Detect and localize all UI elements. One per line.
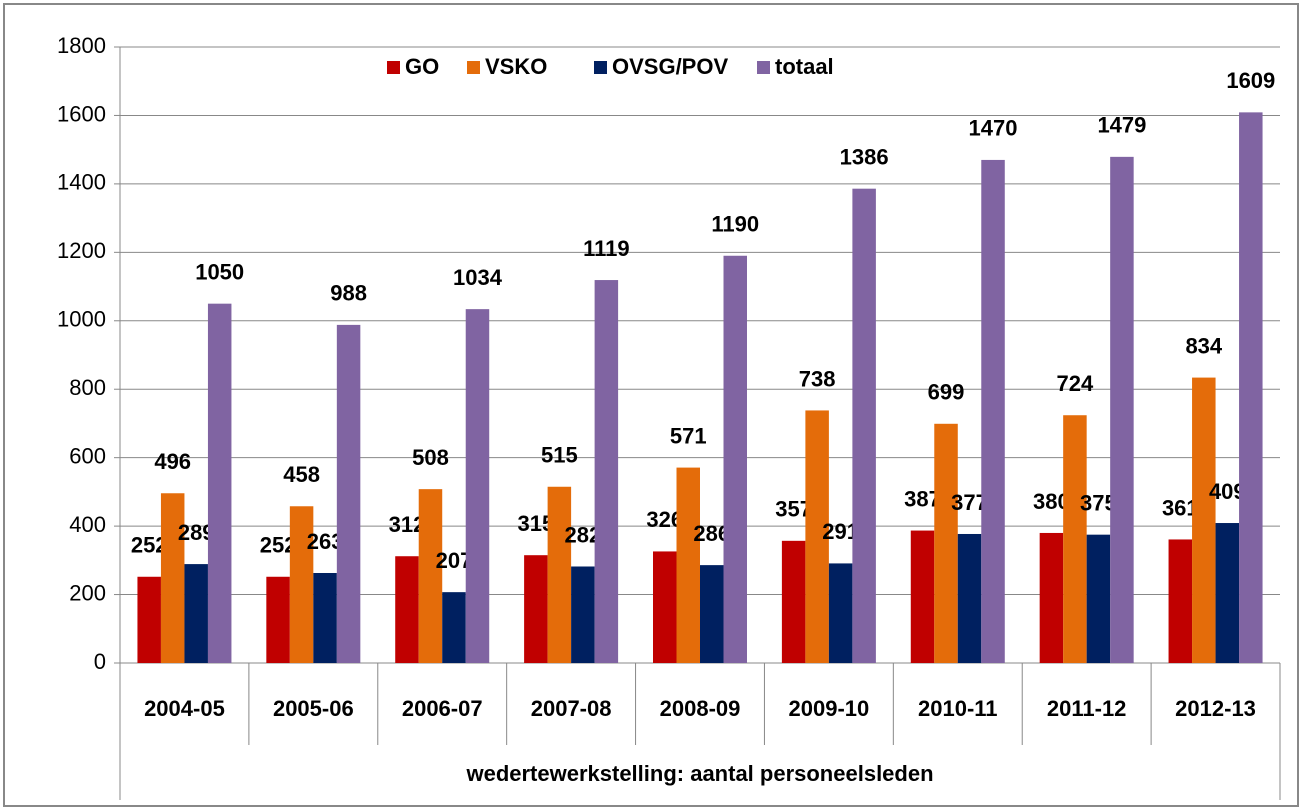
bar	[395, 556, 419, 663]
y-tick-label: 0	[94, 649, 106, 674]
bar	[957, 533, 982, 663]
bar	[1039, 532, 1064, 663]
y-tick-label: 200	[69, 580, 106, 605]
bar	[336, 324, 361, 663]
y-tick-label: 800	[69, 375, 106, 400]
x-tick-label: 2012-13	[1175, 696, 1256, 721]
data-label: 515	[541, 443, 578, 468]
x-tick-label: 2007-08	[531, 696, 612, 721]
y-tick-label: 1000	[57, 307, 106, 332]
legend-label: totaal	[775, 54, 834, 79]
bar	[910, 530, 935, 663]
y-tick-label: 600	[69, 443, 106, 468]
bar	[934, 423, 958, 663]
bar	[1168, 539, 1193, 663]
data-label: 834	[1185, 333, 1222, 358]
data-label: 738	[799, 366, 836, 391]
bar	[524, 555, 548, 663]
bar	[418, 489, 443, 663]
bar	[207, 303, 232, 663]
bar	[594, 280, 619, 663]
bar	[1215, 523, 1240, 663]
bar	[137, 576, 161, 663]
data-label: 988	[330, 281, 367, 306]
bar	[465, 309, 490, 663]
bar	[805, 410, 829, 663]
data-label: 508	[412, 445, 449, 470]
legend-swatch	[757, 61, 770, 74]
data-label: 1609	[1226, 68, 1275, 93]
bar	[1063, 415, 1087, 663]
data-label: 1479	[1097, 113, 1146, 138]
x-tick-label: 2004-05	[144, 696, 225, 721]
bar	[313, 572, 337, 663]
legend-background	[360, 50, 980, 88]
bar	[981, 159, 1005, 663]
data-label: 496	[154, 449, 191, 474]
data-label: 724	[1057, 371, 1094, 396]
bar	[547, 486, 572, 663]
legend-swatch	[387, 61, 400, 74]
data-label: 458	[283, 462, 320, 487]
bar	[781, 540, 806, 663]
x-tick-label: 2006-07	[402, 696, 483, 721]
x-axis-title: wedertewerkstelling: aantal personeelsle…	[465, 761, 933, 786]
y-tick-label: 1200	[57, 238, 106, 263]
bar	[723, 255, 747, 663]
y-tick-label: 1800	[57, 33, 106, 58]
bar	[571, 566, 595, 663]
bar	[160, 493, 185, 663]
x-tick-label: 2011-12	[1047, 696, 1127, 721]
bar	[1192, 377, 1216, 663]
data-label: 571	[670, 423, 707, 448]
bar	[184, 564, 208, 663]
x-tick-label: 2010-11	[918, 696, 998, 721]
data-label: 1050	[195, 259, 244, 284]
data-label: 1386	[840, 144, 889, 169]
data-label: 1470	[969, 116, 1018, 141]
legend-swatch	[594, 61, 607, 74]
bar	[1086, 534, 1111, 663]
bar	[1239, 112, 1263, 663]
data-label: 1034	[453, 265, 503, 290]
bar	[266, 576, 290, 663]
legend-label: OVSG/POV	[612, 54, 728, 79]
bar	[653, 551, 677, 663]
data-label: 699	[928, 380, 965, 405]
data-label: 1119	[583, 236, 630, 261]
y-tick-label: 1400	[57, 170, 106, 195]
bar	[852, 188, 876, 663]
y-tick-label: 1600	[57, 101, 106, 126]
data-label: 1190	[711, 212, 759, 237]
bar	[828, 563, 853, 663]
bar	[676, 467, 700, 663]
bar	[700, 565, 724, 663]
x-tick-label: 2009-10	[789, 696, 870, 721]
x-tick-label: 2008-09	[660, 696, 741, 721]
bar	[442, 592, 466, 663]
legend-label: VSKO	[485, 54, 547, 79]
legend-swatch	[467, 61, 480, 74]
bar	[289, 506, 314, 663]
x-tick-label: 2005-06	[273, 696, 354, 721]
legend-label: GO	[405, 54, 439, 79]
bar	[1110, 156, 1134, 663]
y-tick-label: 400	[69, 512, 106, 537]
